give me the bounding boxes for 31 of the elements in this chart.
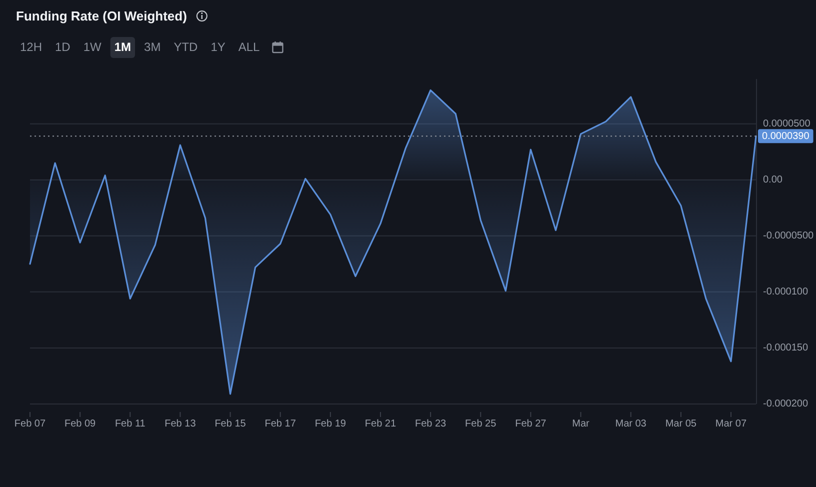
x-tick-label: Mar 03 <box>615 418 647 430</box>
x-tick-label: Feb 19 <box>314 418 346 430</box>
x-tick-label: Feb 27 <box>515 418 547 430</box>
chart-title: Funding Rate (OI Weighted) <box>16 8 187 24</box>
text: 1M <box>114 40 132 54</box>
y-tick-label: 0.0000500 <box>763 118 811 130</box>
x-tick-label: Feb 25 <box>465 418 497 430</box>
x-tick-label: Feb 09 <box>64 418 96 430</box>
x-tick-label: Feb 21 <box>364 418 396 430</box>
y-tick-label: -0.0000500 <box>763 230 814 242</box>
x-tick-label: Mar <box>572 418 590 430</box>
ref-line-label: 0.0000390 <box>762 130 810 142</box>
text: 1W <box>83 40 102 54</box>
x-tick-label: Feb 15 <box>214 418 246 430</box>
x-tick-label: Mar 07 <box>715 418 747 430</box>
y-tick-label: -0.000150 <box>763 342 808 354</box>
x-tick-label: Feb 11 <box>114 418 146 430</box>
text: ALL <box>238 40 260 54</box>
text: YTD <box>174 40 198 54</box>
y-tick-label: -0.000100 <box>763 286 808 298</box>
x-tick-label: Feb 13 <box>164 418 196 430</box>
text: 1Y <box>210 40 226 54</box>
text: 1D <box>55 40 71 54</box>
text: 12H <box>20 40 42 54</box>
text: 3M <box>144 40 161 54</box>
y-tick-label: 0.00 <box>763 174 783 186</box>
x-tick-label: Feb 23 <box>414 418 447 430</box>
x-tick-label: Feb 17 <box>264 418 296 430</box>
x-tick-label: Mar 05 <box>665 418 697 430</box>
y-tick-label: -0.000200 <box>763 398 808 410</box>
x-tick-label: Feb 07 <box>14 418 46 430</box>
